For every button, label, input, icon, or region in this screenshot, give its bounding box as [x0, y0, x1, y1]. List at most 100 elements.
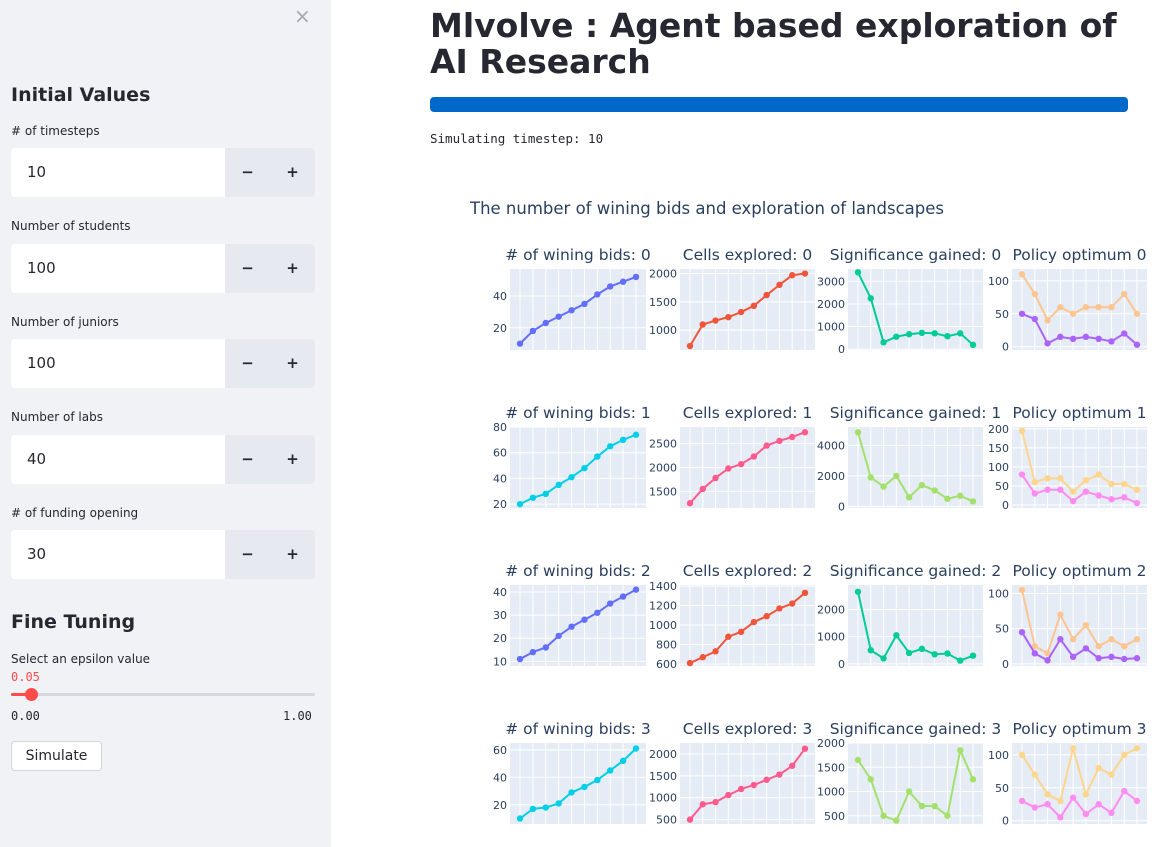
policy-optimum-0-y-tick-label: 0 [1002, 341, 1009, 354]
policy-optimum-3-subplot-title: Policy optimum 3 [1012, 720, 1146, 738]
policy-optimum-1-series-0-point [1069, 488, 1077, 495]
significance-gained-0-series-0-point [905, 331, 913, 338]
policy-optimum-2-series-0-point [1069, 636, 1077, 643]
timesteps-input[interactable]: 10 [11, 148, 225, 197]
juniors-decrement-button[interactable]: − [225, 339, 270, 388]
significance-gained-0-y-tick-label: 2000 [817, 298, 845, 311]
policy-optimum-2-series-1-point [1121, 655, 1128, 663]
fine-tuning-heading: Fine Tuning [11, 611, 136, 633]
policy-optimum-1-series-0-point [1108, 480, 1115, 488]
wining-bids-3-series-0-point [516, 815, 524, 822]
wining-bids-2-y-tick-label: 30 [493, 609, 507, 622]
cells-explored-2-y-tick-label: 600 [656, 658, 677, 671]
timesteps-decrement-button[interactable]: − [225, 148, 270, 197]
significance-gained-3-series-0-line [857, 749, 974, 822]
cells-explored-3-series-0-point [801, 745, 809, 752]
significance-gained-0-series-0-point [918, 329, 926, 337]
policy-optimum-2-series-0-line [1021, 589, 1138, 655]
close-sidebar-icon[interactable]: × [294, 4, 311, 28]
cells-explored-2-series-0-point [686, 659, 694, 667]
policy-optimum-3-series-0-point [1069, 745, 1077, 752]
labs-decrement-button[interactable]: − [225, 435, 270, 484]
wining-bids-2-y-tick-label: 40 [493, 586, 507, 599]
policy-optimum-0-series-0-point [1095, 303, 1102, 311]
policy-optimum-3-y-tick-label: 0 [1002, 815, 1009, 828]
epsilon-slider-thumb[interactable] [25, 688, 39, 701]
policy-optimum-1-series-0-point [1044, 475, 1051, 482]
cells-explored-1-series-0-point [763, 442, 770, 449]
significance-gained-1-series-0-point [918, 481, 926, 489]
wining-bids-0-y-tick-label: 20 [493, 322, 507, 335]
cells-explored-0-y-tick-label: 1000 [649, 324, 677, 337]
wining-bids-1-series-0-point [529, 494, 537, 501]
wining-bids-1-series-0-point [581, 464, 588, 472]
funding-decrement-button[interactable]: − [225, 530, 270, 579]
significance-gained-1-series-0-point [931, 487, 938, 494]
wining-bids-2-series-0-point [555, 632, 562, 640]
wining-bids-1-subplot-title: # of wining bids: 1 [505, 404, 651, 422]
wining-bids-2-series-0-point [542, 644, 549, 651]
policy-optimum-1-y-tick-label: 100 [988, 461, 1009, 474]
cells-explored-1-y-tick-label: 2000 [649, 462, 677, 475]
wining-bids-0-subplot-title: # of wining bids: 0 [505, 246, 651, 264]
wining-bids-3-y-tick-label: 20 [493, 799, 507, 812]
significance-gained-2-series-0-point [944, 650, 951, 657]
significance-gained-0-y-tick-label: 1000 [817, 321, 845, 334]
progress-bar [430, 97, 1128, 112]
wining-bids-0-series-0-point [542, 319, 549, 327]
significance-gained-2-series-0-point [854, 588, 862, 595]
cells-explored-1-y-tick-label: 1500 [649, 485, 677, 498]
policy-optimum-2-series-1-point [1108, 653, 1115, 661]
policy-optimum-1-series-1-point [1108, 496, 1115, 503]
juniors-input[interactable]: 100 [11, 339, 225, 388]
funding-increment-button[interactable]: + [270, 530, 315, 579]
cells-explored-3-series-0-point [737, 785, 745, 793]
significance-gained-0-series-0-point [880, 339, 887, 346]
significance-gained-1-y-tick-label: 2000 [817, 470, 845, 483]
policy-optimum-1-y-tick-label: 0 [1002, 499, 1009, 512]
wining-bids-1-y-tick-label: 80 [493, 421, 507, 434]
wining-bids-0-series-0-point [581, 300, 588, 308]
funding-input[interactable]: 30 [11, 530, 225, 579]
cells-explored-2-y-tick-label: 1400 [649, 580, 677, 593]
cells-explored-3-plot-area [680, 743, 815, 824]
policy-optimum-0-series-1-line [1021, 312, 1138, 346]
cells-explored-3-subplot-title: Cells explored: 3 [683, 720, 812, 738]
significance-gained-0-series-0-point [931, 330, 938, 337]
wining-bids-3-series-0-point [555, 800, 562, 807]
initial-values-heading: Initial Values [11, 84, 151, 106]
juniors-increment-button[interactable]: + [270, 339, 315, 388]
cells-explored-0-series-0-point [763, 291, 770, 299]
policy-optimum-1-series-1-line [1021, 473, 1138, 504]
cells-explored-1-series-0-point [725, 465, 732, 472]
students-input[interactable]: 100 [11, 244, 225, 293]
policy-optimum-3-series-0-point [1031, 771, 1038, 778]
wining-bids-2-series-0-point [594, 609, 601, 616]
cells-explored-1-y-tick-label: 2500 [649, 438, 677, 451]
policy-optimum-2-series-0-point [1057, 611, 1064, 618]
policy-optimum-2-series-1-point [1069, 653, 1077, 661]
policy-optimum-2-y-tick-label: 0 [1002, 658, 1009, 671]
timesteps-increment-button[interactable]: + [270, 148, 315, 197]
labs-input[interactable]: 40 [11, 435, 225, 484]
significance-gained-1-y-tick-label: 0 [838, 500, 845, 513]
policy-optimum-2-series-1-point [1057, 636, 1064, 643]
policy-optimum-1-series-0-point [1057, 475, 1064, 482]
cells-explored-0-series-0-point [686, 342, 694, 350]
cells-explored-2-series-0-point [801, 589, 809, 597]
labs-increment-button[interactable]: + [270, 435, 315, 484]
epsilon-slider-track[interactable] [11, 693, 315, 696]
policy-optimum-0-series-0-point [1044, 317, 1051, 324]
cells-explored-3-series-0-point [686, 816, 694, 823]
wining-bids-1-series-0-point [568, 473, 575, 481]
policy-optimum-2-series-1-point [1031, 650, 1038, 657]
students-increment-button[interactable]: + [270, 244, 315, 293]
wining-bids-3-series-0-point [529, 805, 537, 813]
simulate-button[interactable]: Simulate [11, 741, 102, 771]
students-decrement-button[interactable]: − [225, 244, 270, 293]
significance-gained-1-series-0-point [969, 498, 977, 505]
policy-optimum-1-series-1-point [1044, 486, 1051, 493]
epsilon-slider-fill [11, 693, 27, 696]
significance-gained-0-series-0-point [957, 330, 964, 337]
wining-bids-2-subplot-title: # of wining bids: 2 [505, 562, 651, 580]
